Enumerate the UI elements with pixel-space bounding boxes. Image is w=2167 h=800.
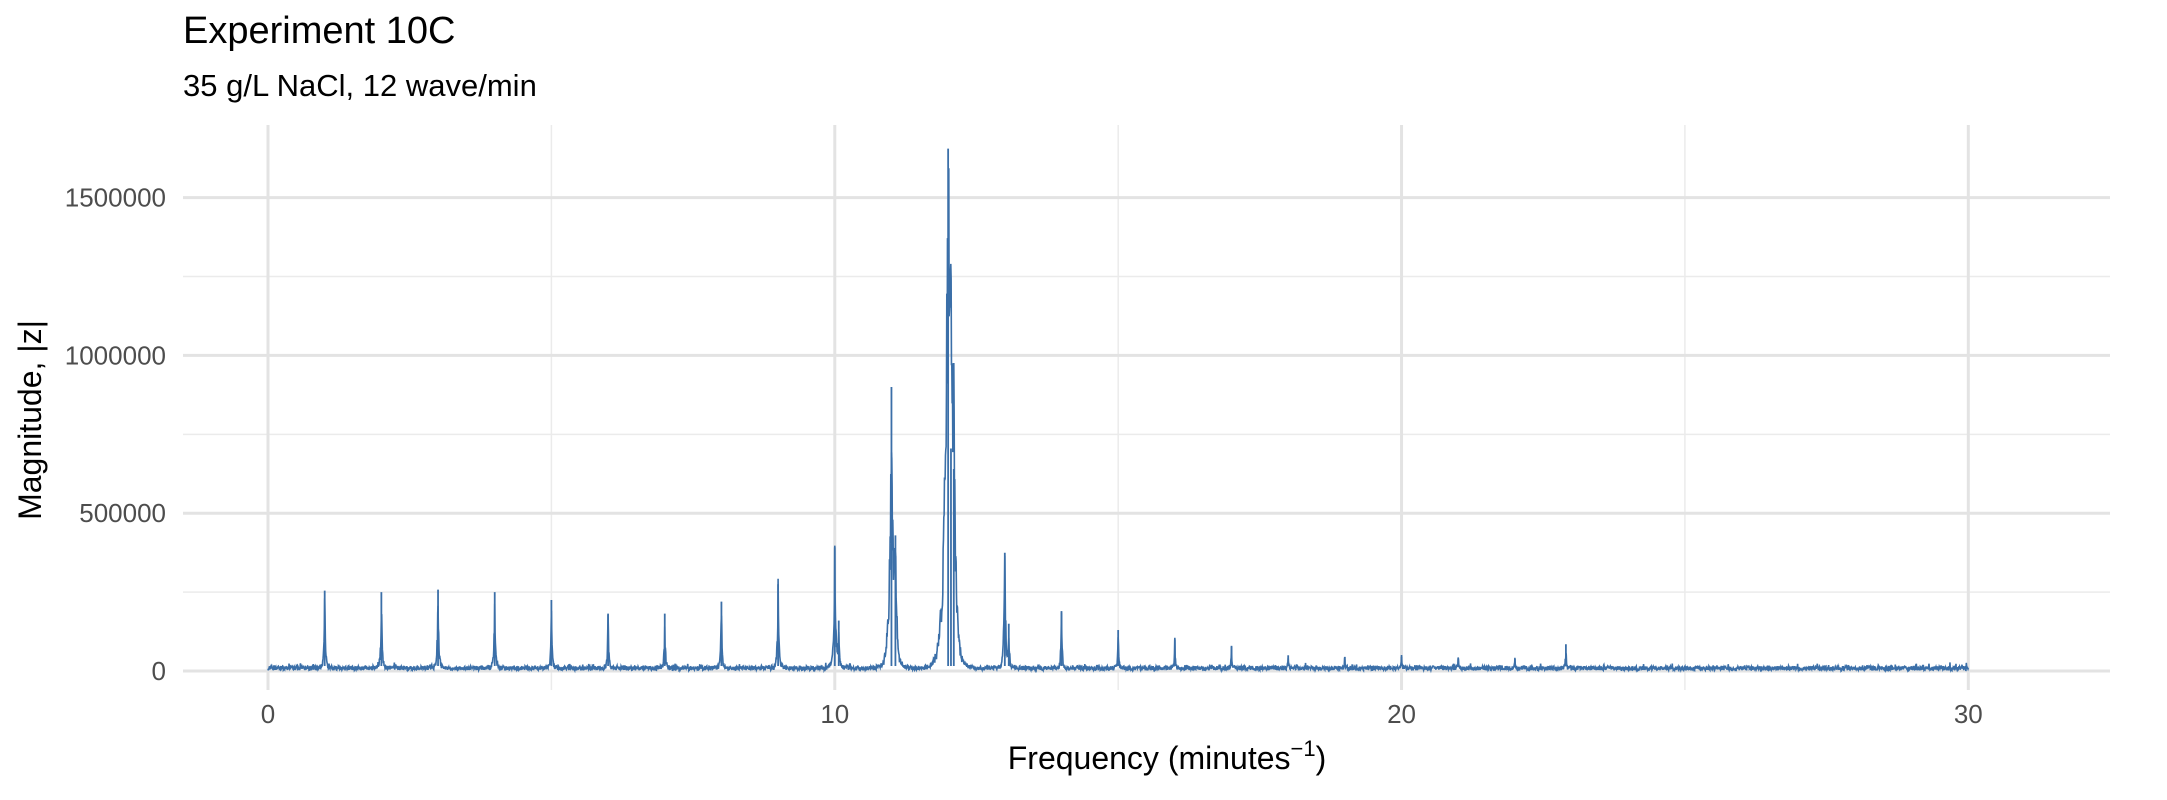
x-tick-label: 0 — [261, 699, 275, 729]
y-tick-label: 1500000 — [65, 183, 166, 213]
minor-gridlines — [183, 125, 2110, 690]
x-tick-label: 10 — [820, 699, 849, 729]
y-tick-label: 500000 — [79, 498, 166, 528]
x-axis-ticks: 0 10 20 30 — [261, 699, 1983, 729]
series-magnitude — [267, 148, 1970, 674]
y-axis-label: Magnitude, |z| — [12, 320, 48, 520]
y-axis-ticks: 0 500000 1000000 1500000 — [65, 183, 166, 686]
y-tick-label: 1000000 — [65, 340, 166, 370]
major-gridlines — [183, 125, 2110, 690]
chart-title: Experiment 10C — [183, 10, 456, 52]
chart-subtitle: 35 g/L NaCl, 12 wave/min — [183, 68, 537, 103]
y-tick-label: 0 — [152, 656, 166, 686]
x-tick-label: 30 — [1954, 699, 1983, 729]
x-axis-label: Frequency (minutes−1) — [1008, 736, 1327, 776]
x-tick-label: 20 — [1387, 699, 1416, 729]
